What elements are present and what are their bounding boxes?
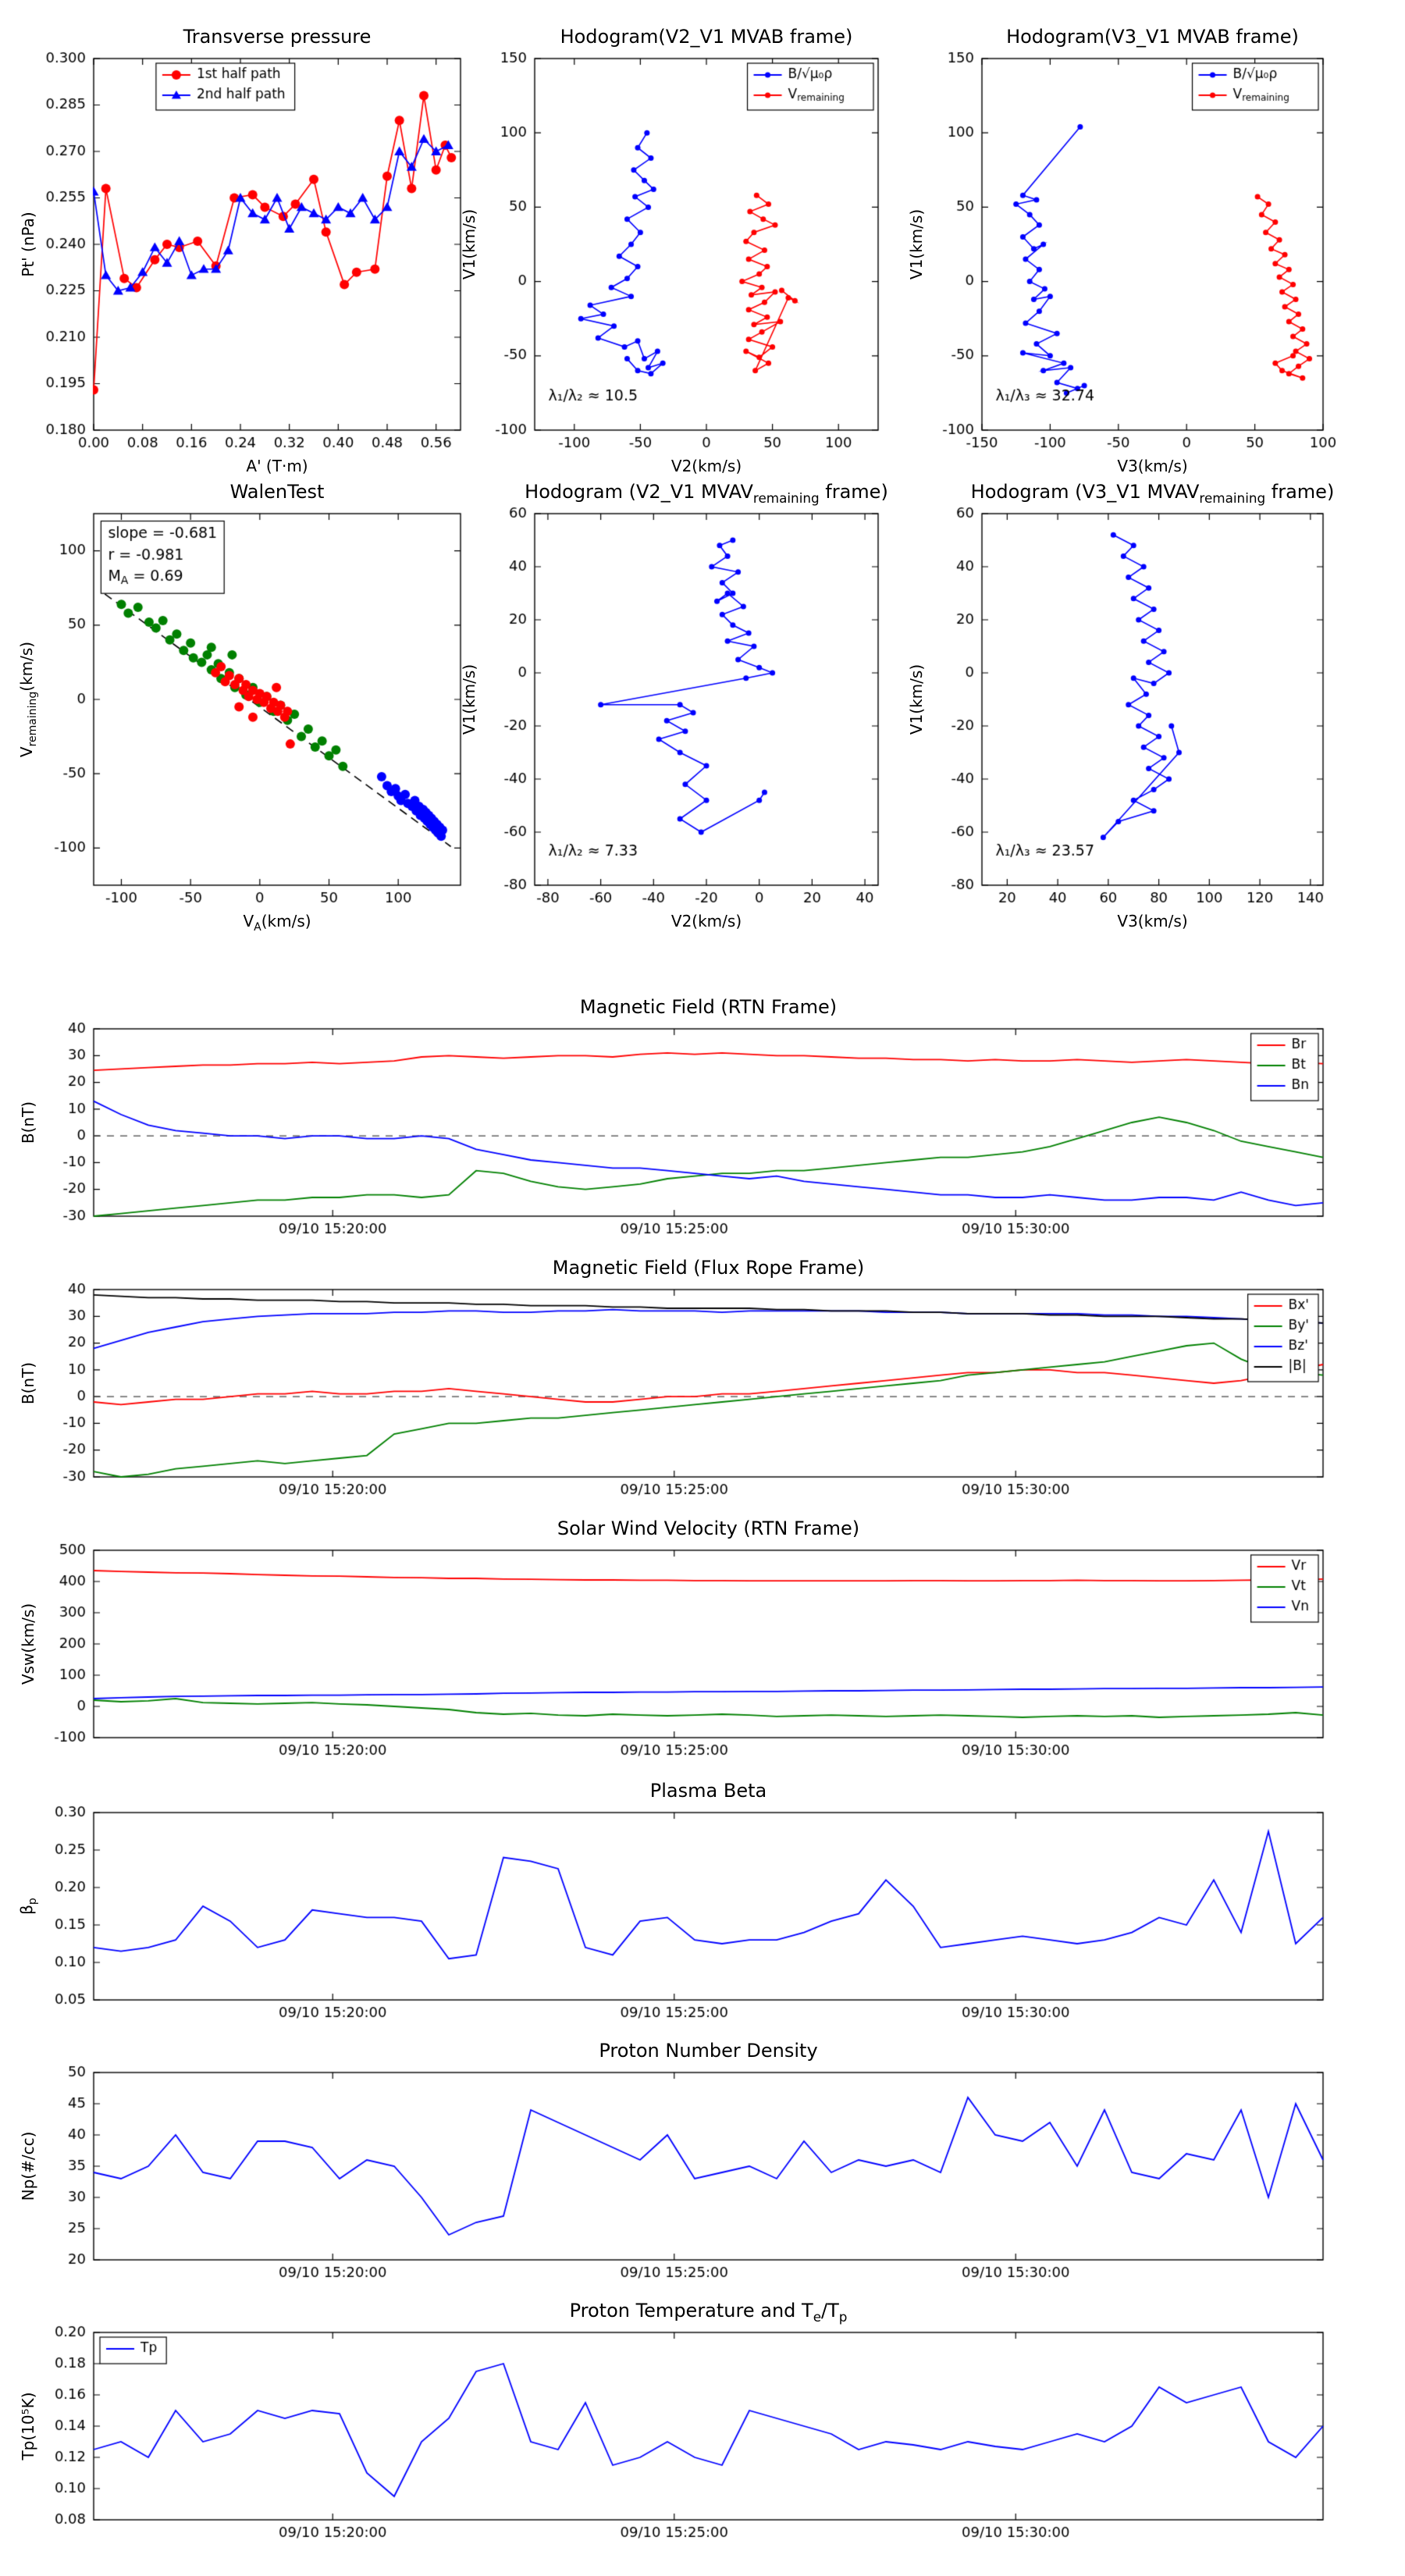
panel-title: Hodogram (V2_V1 MVAVremaining frame) xyxy=(525,481,888,506)
y-axis-label: Vsw(km/s) xyxy=(19,1603,37,1685)
panel-title: Hodogram (V3_V1 MVAVremaining frame) xyxy=(970,481,1335,506)
panel-title: Magnetic Field (Flux Rope Frame) xyxy=(552,1257,865,1279)
panel-title: Hodogram(V3_V1 MVAB frame) xyxy=(1006,26,1299,48)
panel-title: WalenTest xyxy=(229,481,325,503)
plot-area xyxy=(535,59,878,430)
x-axis-label: VA(km/s) xyxy=(243,912,311,934)
panel-title: Proton Temperature and Te/Tp xyxy=(569,2300,848,2325)
x-axis-label: V3(km/s) xyxy=(1117,912,1188,930)
y-axis-label: Tp(10⁵K) xyxy=(19,2392,37,2460)
plot-area xyxy=(94,1290,1323,1477)
x-axis-label: V2(km/s) xyxy=(670,912,742,930)
panel-title: Transverse pressure xyxy=(183,26,372,48)
x-axis-label: V2(km/s) xyxy=(670,457,742,475)
panel-title: Hodogram(V2_V1 MVAB frame) xyxy=(560,26,853,48)
plot-area xyxy=(94,1813,1323,2000)
plot-area xyxy=(535,514,878,885)
y-axis-label: Pt' (nPa) xyxy=(19,212,37,277)
plot-area xyxy=(982,59,1323,430)
y-axis-label: Np(#/cc) xyxy=(19,2131,37,2201)
x-axis-label: A' (T·m) xyxy=(246,457,308,475)
y-axis-label: V1(km/s) xyxy=(460,208,478,280)
panel-title: Plasma Beta xyxy=(649,1780,767,1802)
y-axis-label: B(nT) xyxy=(19,1101,37,1144)
panel-title: Proton Number Density xyxy=(599,2040,818,2062)
plot-area xyxy=(982,514,1323,885)
panel-title: Magnetic Field (RTN Frame) xyxy=(579,996,838,1018)
plot-area xyxy=(94,2332,1323,2520)
y-axis-label: V1(km/s) xyxy=(460,664,478,735)
y-axis-label: Vremaining(km/s) xyxy=(17,641,39,758)
panel-title: Solar Wind Velocity (RTN Frame) xyxy=(557,1517,860,1539)
y-axis-label: B(nT) xyxy=(19,1361,37,1405)
plot-area xyxy=(94,2073,1323,2260)
plot-area xyxy=(94,1550,1323,1738)
y-axis-label: βp xyxy=(17,1898,39,1915)
plot-area xyxy=(94,59,461,430)
plot-area xyxy=(94,514,461,885)
y-axis-label: V1(km/s) xyxy=(907,208,926,280)
y-axis-label: V1(km/s) xyxy=(907,664,926,735)
plot-area xyxy=(94,1029,1323,1216)
x-axis-label: V3(km/s) xyxy=(1117,457,1188,475)
